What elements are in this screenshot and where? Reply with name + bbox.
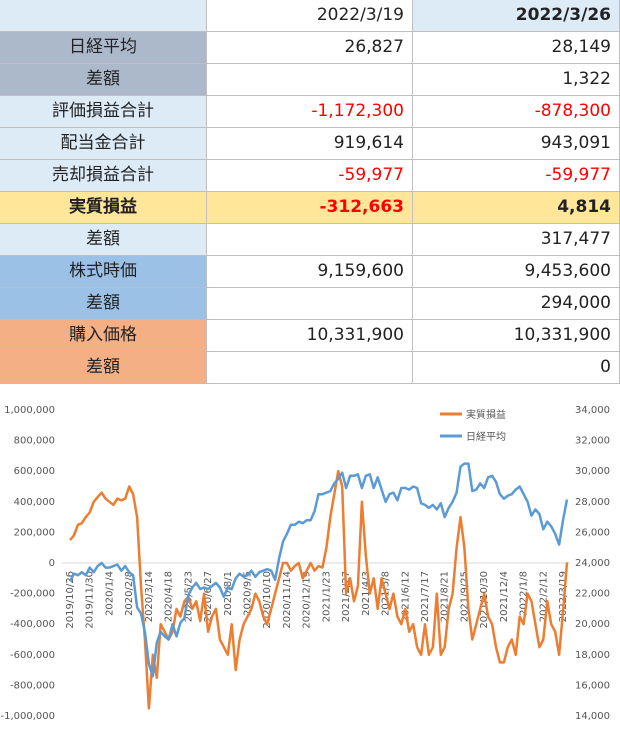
table-cell bbox=[207, 224, 413, 256]
table-cell: 差額 bbox=[0, 288, 207, 320]
x-tick-label: 2020/4/18 bbox=[164, 571, 175, 622]
y-tick-label: -400,000 bbox=[10, 619, 55, 630]
x-tick-label: 2020/12/19 bbox=[302, 571, 313, 629]
table-cell: -59,977 bbox=[413, 160, 620, 192]
table-cell: -878,300 bbox=[413, 96, 620, 128]
table-cell: 26,827 bbox=[207, 32, 413, 64]
x-tick-label: 2021/2/27 bbox=[341, 571, 352, 622]
table-cell: 売却損益合計 bbox=[0, 160, 207, 192]
x-tick-label: 2021/9/25 bbox=[459, 571, 470, 622]
table-cell: -59,977 bbox=[207, 160, 413, 192]
table-cell: 294,000 bbox=[413, 288, 620, 320]
y-tick-label: 400,000 bbox=[14, 497, 55, 508]
y-tick-label: 800,000 bbox=[14, 436, 55, 447]
x-tick-label: 2019/11/30 bbox=[85, 571, 96, 629]
y-tick-label: -200,000 bbox=[10, 589, 55, 600]
x-tick-label: 2021/1/23 bbox=[321, 571, 332, 622]
x-tick-label: 2020/9/5 bbox=[243, 571, 254, 616]
table-cell: 1,322 bbox=[413, 64, 620, 96]
x-tick-label: 2020/8/1 bbox=[223, 571, 234, 616]
x-tick-label: 2020/3/14 bbox=[144, 571, 155, 622]
x-tick-label: 2021/12/4 bbox=[499, 571, 510, 622]
table-cell bbox=[207, 352, 413, 384]
table-cell: 919,614 bbox=[207, 128, 413, 160]
x-tick-label: 2020/11/14 bbox=[282, 571, 293, 629]
table-cell: -312,663 bbox=[207, 192, 413, 224]
y2-tick-label: 26,000 bbox=[575, 527, 610, 538]
y-tick-label: 0 bbox=[49, 558, 55, 569]
x-tick-label: 2021/4/3 bbox=[361, 571, 372, 616]
y2-tick-label: 34,000 bbox=[575, 405, 610, 416]
table-cell: 日経平均 bbox=[0, 32, 207, 64]
table-cell: 実質損益 bbox=[0, 192, 207, 224]
y2-tick-label: 32,000 bbox=[575, 436, 610, 447]
table-cell bbox=[207, 288, 413, 320]
y2-tick-label: 22,000 bbox=[575, 589, 610, 600]
table-cell: 9,159,600 bbox=[207, 256, 413, 288]
y2-tick-label: 20,000 bbox=[575, 619, 610, 630]
table-cell: 差額 bbox=[0, 64, 207, 96]
table-cell: 株式時価 bbox=[0, 256, 207, 288]
x-tick-label: 2021/8/21 bbox=[440, 571, 451, 622]
table-cell: 317,477 bbox=[413, 224, 620, 256]
table-cell: 943,091 bbox=[413, 128, 620, 160]
table-cell: 配当金合計 bbox=[0, 128, 207, 160]
table-cell: 2022/3/26 bbox=[413, 0, 620, 32]
y-tick-label: -800,000 bbox=[10, 680, 55, 691]
legend-label: 実質損益 bbox=[466, 408, 506, 421]
table-cell: 4,814 bbox=[413, 192, 620, 224]
y2-tick-label: 16,000 bbox=[575, 680, 610, 691]
table-cell bbox=[0, 0, 207, 32]
y-tick-label: -600,000 bbox=[10, 650, 55, 661]
table-cell: 10,331,900 bbox=[413, 320, 620, 352]
series-line bbox=[68, 462, 569, 678]
x-tick-label: 2022/1/8 bbox=[519, 571, 530, 616]
x-tick-label: 2020/10/10 bbox=[262, 571, 273, 629]
table-cell: 9,453,600 bbox=[413, 256, 620, 288]
series-line bbox=[69, 469, 569, 710]
x-tick-label: 2020/1/4 bbox=[104, 571, 115, 616]
y2-tick-label: 18,000 bbox=[575, 650, 610, 661]
table-cell: 0 bbox=[413, 352, 620, 384]
x-tick-label: 2021/6/12 bbox=[400, 571, 411, 622]
table-cell: 差額 bbox=[0, 224, 207, 256]
chart: -1,000,000 -800,000 -600,000 -400,000 -200,0… bbox=[0, 405, 610, 722]
table-cell: 2022/3/19 bbox=[207, 0, 413, 32]
x-tick-label: 2020/2/8 bbox=[124, 571, 135, 616]
y-tick-label: -1,000,000 bbox=[0, 711, 55, 722]
x-tick-label: 2021/7/17 bbox=[420, 571, 431, 622]
y2-tick-label: 30,000 bbox=[575, 466, 610, 477]
table-cell: 評価損益合計 bbox=[0, 96, 207, 128]
y2-tick-label: 24,000 bbox=[575, 558, 610, 569]
y2-tick-label: 14,000 bbox=[575, 711, 610, 722]
x-tick-label: 2020/6/27 bbox=[203, 571, 214, 622]
table-cell: 差額 bbox=[0, 352, 207, 384]
y-tick-label: 600,000 bbox=[14, 466, 55, 477]
x-tick-label: 2022/2/12 bbox=[538, 571, 549, 622]
y-tick-label: 200,000 bbox=[14, 527, 55, 538]
table-cell: 10,331,900 bbox=[207, 320, 413, 352]
x-tick-label: 2019/10/26 bbox=[65, 571, 76, 629]
table-cell: 28,149 bbox=[413, 32, 620, 64]
table-cell: 購入価格 bbox=[0, 320, 207, 352]
legend-label: 日経平均 bbox=[466, 430, 506, 443]
y2-tick-label: 28,000 bbox=[575, 497, 610, 508]
table-cell bbox=[207, 64, 413, 96]
table-cell: -1,172,300 bbox=[207, 96, 413, 128]
y-tick-label: 1,000,000 bbox=[4, 405, 55, 416]
